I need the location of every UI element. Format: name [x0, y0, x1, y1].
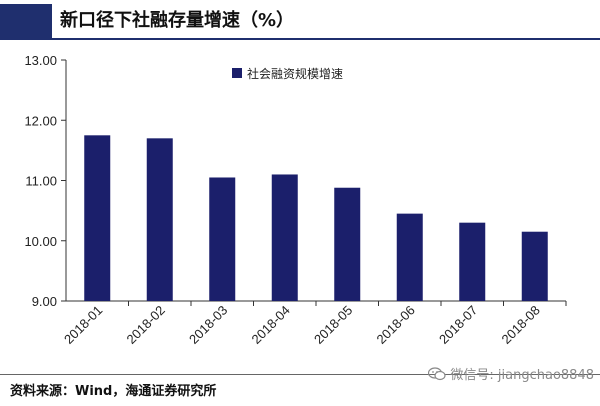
- x-tick-label: 2018-07: [436, 303, 480, 347]
- y-tick-label: 13.00: [24, 53, 57, 68]
- bar: [521, 231, 548, 301]
- chart-title: 新口径下社融存量增速（%）: [60, 10, 295, 31]
- y-tick-label: 11.00: [25, 174, 57, 189]
- header-divider: [0, 38, 600, 40]
- bar: [84, 135, 111, 301]
- watermark: 微信号: jiangchao8848: [428, 364, 594, 383]
- bar-chart: 9.00 10.00 11.00 12.00 13.00 2018-01 2018-02 20…: [24, 53, 567, 347]
- watermark-text: 微信号: jiangchao8848: [450, 368, 594, 383]
- wechat-icon: [428, 366, 447, 381]
- bar: [271, 174, 298, 301]
- bar: [146, 138, 173, 301]
- bar: [459, 222, 486, 301]
- x-tick-label: 2018-05: [311, 303, 355, 347]
- x-tick-label: 2018-03: [186, 303, 230, 347]
- chart-header: 新口径下社融存量增速（%）: [0, 0, 600, 40]
- source-note: 资料来源：Wind，海通证券研究所: [10, 384, 217, 399]
- x-tick-label: 2018-08: [499, 303, 543, 347]
- footer-divider: [0, 374, 600, 375]
- x-tick-label: 2018-01: [61, 303, 105, 347]
- bar: [396, 213, 423, 301]
- y-tick-label: 10.00: [24, 234, 57, 249]
- legend-swatch: [232, 68, 242, 78]
- header-accent-bar: [0, 4, 52, 38]
- bar: [334, 187, 361, 301]
- x-tick-label: 2018-02: [124, 303, 168, 347]
- legend-label: 社会融资规模增速: [247, 66, 343, 81]
- x-tick-label: 2018-06: [374, 303, 418, 347]
- y-tick-label: 12.00: [24, 113, 57, 128]
- x-tick-label: 2018-04: [249, 303, 293, 347]
- bar: [209, 177, 236, 301]
- y-tick-label: 9.00: [32, 294, 57, 309]
